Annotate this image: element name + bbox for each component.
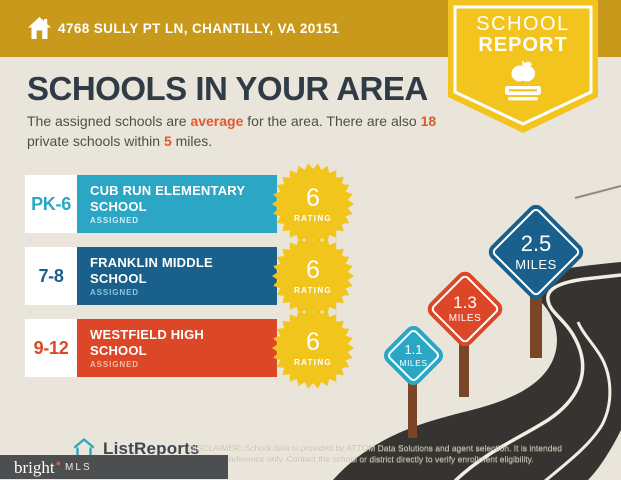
school-name: CUB RUN ELEMENTARY SCHOOL [90,183,246,214]
starburst-icon [272,307,354,389]
brightmls-wordmark: bright [14,457,55,477]
school-list: PK-6 CUB RUN ELEMENTARY SCHOOL ASSIGNED … [25,163,370,391]
starburst-icon [272,163,354,245]
sign-distance-value: 1.3 [453,292,477,312]
starburst-icon [272,235,354,317]
distance-sign-middle: 1.3 MILES [423,267,507,351]
sign-miles-label: MILES [399,358,428,369]
school-card-elementary: PK-6 CUB RUN ELEMENTARY SCHOOL ASSIGNED … [25,163,370,245]
grade-range: PK-6 [25,175,77,233]
disclaimer-text: DISCLAIMER: School data is provided by A… [188,443,562,465]
assigned-label: ASSIGNED [90,359,139,369]
ribbon-title-line2: REPORT [478,34,568,56]
rating-badge: 6 RATING [271,162,355,246]
sign-miles-label: MILES [448,313,482,325]
highlight-average: average [190,113,244,129]
rating-label: RATING [294,285,332,295]
school-card-bar: FRANKLIN MIDDLE SCHOOL ASSIGNED [77,247,277,305]
road-horizon-line [574,185,621,199]
property-address: 4768 SULLY PT LN, CHANTILLY, VA 20151 [58,21,340,36]
page-title: SCHOOLS IN YOUR AREA [27,70,428,107]
brightmls-box: bright ● MLS [0,455,228,479]
rating-badge: 6 RATING [271,234,355,318]
grade-range: 9-12 [25,319,77,377]
assigned-label: ASSIGNED [90,287,139,297]
apple-leaf-icon [523,61,532,67]
sign-distance-value: 1.1 [404,341,423,357]
sign-post [408,353,417,438]
rating-badge: 6 RATING [271,306,355,390]
school-card-bar: CUB RUN ELEMENTARY SCHOOL ASSIGNED [77,175,277,233]
rating-value: 6 [306,255,320,284]
rating-label: RATING [294,357,332,367]
school-card-middle: 7-8 FRANKLIN MIDDLE SCHOOL ASSIGNED 6 RA… [25,235,370,317]
apple-book-icon [505,61,541,101]
sign-miles-label: MILES [515,257,557,273]
sign-distance-value: 2.5 [520,230,552,256]
highlight-private-count: 18 [420,113,437,129]
school-name: FRANKLIN MIDDLE SCHOOL [90,255,213,286]
road-center-line [453,273,621,480]
highlight-radius: 5 [163,132,172,149]
intro-text: The assigned schools are average for the… [27,113,437,149]
road-edge-line [544,321,612,480]
school-name: WESTFIELD HIGH SCHOOL [90,327,205,358]
ribbon-title-line1: SCHOOL [476,13,570,35]
rating-label: RATING [294,213,332,223]
rating-value: 6 [306,183,320,212]
assigned-label: ASSIGNED [90,215,139,225]
sign-post [459,307,469,397]
school-card-bar: WESTFIELD HIGH SCHOOL ASSIGNED [77,319,277,377]
rating-value: 6 [306,327,320,356]
school-report-ribbon: SCHOOL REPORT [448,0,598,134]
home-icon [28,17,51,39]
school-card-high: 9-12 WESTFIELD HIGH SCHOOL ASSIGNED 6 RA… [25,307,370,389]
brightmls-dot-icon: ● [55,458,62,468]
distance-sign-farthest: 2.5 MILES [485,201,587,303]
grade-range: 7-8 [25,247,77,305]
listreports-wordmark: ListReports [103,439,200,458]
